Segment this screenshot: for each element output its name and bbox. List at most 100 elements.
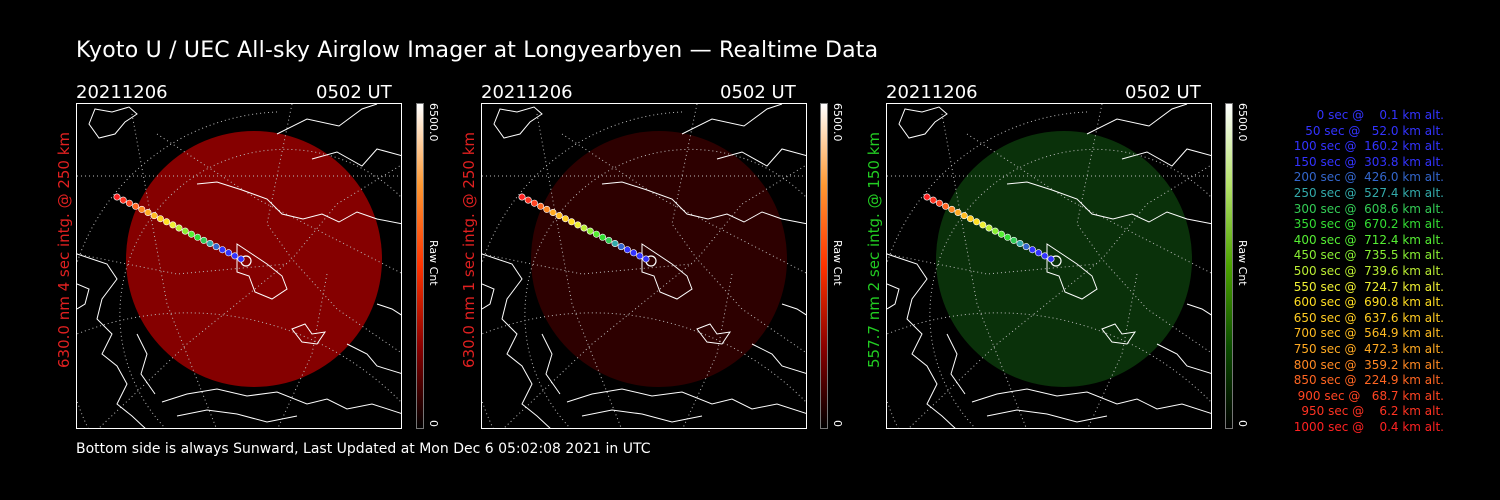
- coastline-path: [1101, 323, 1137, 345]
- panel-3-date: 20211206: [886, 82, 978, 103]
- trajectory-point: [1041, 252, 1049, 260]
- grid-line: [671, 104, 698, 260]
- trajectory-point: [1010, 236, 1018, 244]
- airglow-disc: [126, 131, 382, 387]
- trajectory-point: [636, 252, 644, 260]
- trajectory-point: [1016, 240, 1024, 248]
- grid-line: [291, 164, 401, 260]
- coastline-path: [346, 343, 401, 374]
- coastline-path: [493, 106, 543, 139]
- coastline-path: [136, 333, 156, 395]
- grid-line: [131, 113, 217, 428]
- coastline-path: [1121, 148, 1211, 167]
- panel-1-airglow-glow: [126, 131, 382, 387]
- coastline-path: [541, 333, 561, 395]
- trajectory-point: [985, 224, 993, 232]
- trajectory-point: [549, 209, 557, 217]
- coastline-path: [311, 148, 401, 167]
- map-grid: [887, 104, 1211, 428]
- trajectory-point: [163, 218, 171, 226]
- trajectory-point: [966, 215, 974, 223]
- trajectory-point: [225, 249, 233, 257]
- coastline-path: [581, 409, 703, 423]
- trajectory-point: [1004, 233, 1012, 241]
- panel-2-airglow-image: [481, 103, 807, 429]
- coastline-path: [898, 106, 948, 139]
- panel-1-airglow-image: [76, 103, 402, 429]
- trajectory-point: [960, 212, 968, 220]
- panel-3-satellite-trajectory: [923, 193, 1055, 263]
- trajectory-point: [543, 205, 551, 213]
- panel-2-colorbar-max: 6500.0: [831, 103, 844, 142]
- footer-note: Bottom side is always Sunward, Last Upda…: [76, 441, 651, 457]
- coastline-path: [716, 148, 806, 167]
- trajectory-point: [611, 240, 619, 248]
- trajectory-point: [231, 252, 239, 260]
- legend-entry: 500 sec @ 739.6 km alt.: [1289, 263, 1444, 278]
- panel-2-map: [482, 104, 806, 428]
- trajectory-point: [586, 227, 594, 235]
- grid-line: [503, 258, 698, 428]
- grid-line: [696, 258, 806, 354]
- trajectory-point: [156, 215, 164, 223]
- panel-1-colorbar-min: 0: [427, 420, 440, 427]
- grid-arc: [77, 312, 401, 403]
- grid-line: [266, 104, 293, 260]
- trajectory-point: [132, 202, 140, 210]
- legend-entry: 700 sec @ 564.9 km alt.: [1289, 326, 1444, 341]
- trajectory-point: [929, 196, 937, 204]
- panel-3-airglow-glow: [936, 131, 1192, 387]
- legend-entry: 850 sec @ 224.9 km alt.: [1289, 373, 1444, 388]
- coastline-path: [236, 243, 288, 300]
- trajectory-point: [997, 230, 1005, 238]
- legend-entry: 800 sec @ 359.2 km alt.: [1289, 357, 1444, 372]
- trajectory-point: [218, 246, 226, 254]
- panel-2-airglow-glow: [531, 131, 787, 387]
- trajectory-point: [642, 255, 650, 263]
- coastline-path: [77, 253, 146, 428]
- coastline-path: [482, 283, 495, 310]
- grid-line: [156, 133, 401, 274]
- panel-3-map: [887, 104, 1211, 428]
- coastline-path: [681, 104, 783, 135]
- panel-2-wavelength-label: 630.0 nm 1 sec intg. @ 250 km: [460, 131, 478, 368]
- coastline-path: [887, 283, 900, 310]
- legend-entry: 450 sec @ 735.5 km alt.: [1289, 248, 1444, 263]
- trajectory-point: [979, 221, 987, 229]
- grid-line: [966, 133, 1211, 274]
- panel-2-colorbar: [820, 103, 828, 429]
- coastline-path: [986, 409, 1108, 423]
- coastline-path: [641, 243, 693, 300]
- grid-line: [98, 258, 293, 428]
- coastline-path: [781, 303, 806, 316]
- coastline-path: [1006, 181, 1211, 225]
- trajectory-point: [973, 218, 981, 226]
- grid-line: [1101, 164, 1211, 260]
- trajectory-point: [237, 255, 245, 263]
- coastline-path: [88, 106, 138, 139]
- panel-1-colorbar-max: 6500.0: [427, 103, 440, 142]
- panel-3-wavelength-label: 557.7 nm 2 sec intg. @ 150 km: [865, 131, 883, 368]
- trajectory-legend: 0 sec @ 0.1 km alt. 50 sec @ 52.0 km alt…: [1240, 108, 1444, 435]
- trajectory-point: [605, 236, 613, 244]
- grid-line: [1076, 104, 1103, 260]
- trajectory-point: [954, 209, 962, 217]
- grid-arc: [482, 312, 806, 403]
- coastline-path: [971, 388, 1211, 414]
- grid-line: [536, 113, 622, 428]
- trajectory-point: [537, 202, 545, 210]
- legend-entry: 350 sec @ 670.2 km alt.: [1289, 217, 1444, 232]
- panel-2-date: 20211206: [481, 82, 573, 103]
- trajectory-point: [524, 196, 532, 204]
- coastlines: [77, 104, 401, 428]
- legend-entry: 900 sec @ 68.7 km alt.: [1293, 388, 1444, 403]
- panel-3-airglow-image: [886, 103, 1212, 429]
- panel-1-date: 20211206: [76, 82, 168, 103]
- coastline-path: [77, 283, 90, 310]
- coastline-path: [696, 323, 732, 345]
- trajectory-point: [555, 212, 563, 220]
- grid-line: [941, 113, 1027, 428]
- panel-1-map: [77, 104, 401, 428]
- coastline-path: [482, 253, 551, 428]
- trajectory-point: [150, 212, 158, 220]
